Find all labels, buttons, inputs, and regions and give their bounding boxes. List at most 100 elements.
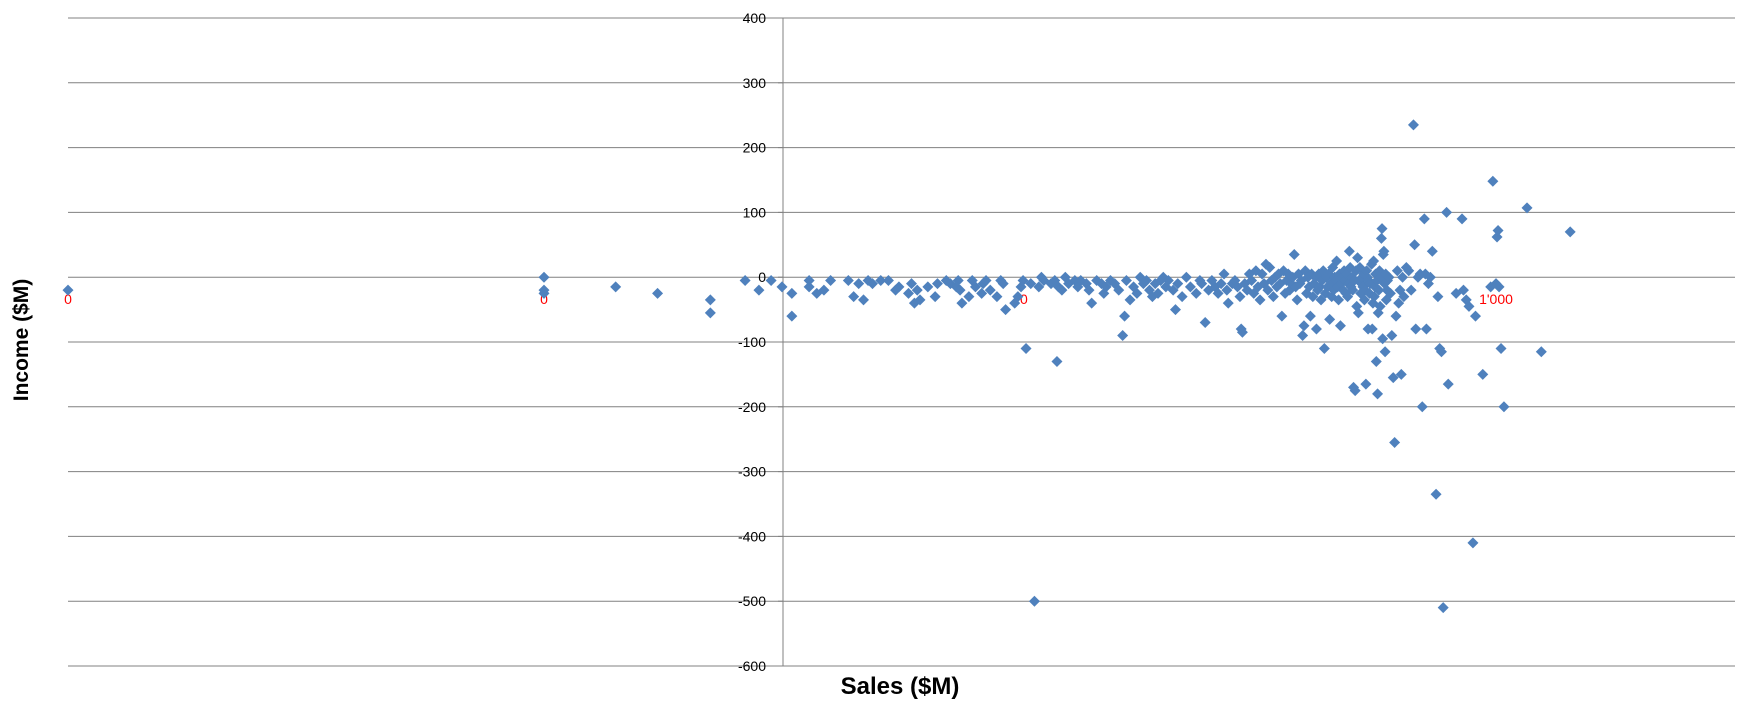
- data-point: [1199, 317, 1211, 329]
- data-point: [1393, 297, 1405, 309]
- data-point: [902, 287, 914, 299]
- data-point: [963, 291, 975, 303]
- x-tick-label: 0: [540, 291, 548, 307]
- data-point: [1310, 323, 1322, 335]
- data-point: [1246, 274, 1258, 286]
- data-point: [1379, 346, 1391, 358]
- data-point: [825, 274, 837, 286]
- data-point: [997, 278, 1009, 290]
- data-point: [1162, 274, 1174, 286]
- data-point: [1343, 245, 1355, 257]
- data-point: [704, 294, 716, 306]
- data-point: [1212, 287, 1224, 299]
- data-point: [1307, 291, 1319, 303]
- y-tick-label: -100: [738, 334, 766, 350]
- y-axis-title: Income ($M): [10, 279, 33, 402]
- data-point: [1119, 310, 1131, 322]
- data-point: [922, 281, 934, 293]
- data-point: [875, 274, 887, 286]
- data-point: [1352, 252, 1364, 264]
- data-point: [1342, 291, 1354, 303]
- data-point: [652, 287, 664, 299]
- data-point: [1152, 287, 1164, 299]
- data-point: [1360, 378, 1372, 390]
- data-point: [1025, 278, 1037, 290]
- data-point: [1318, 342, 1330, 354]
- data-point: [1398, 291, 1410, 303]
- data-point: [538, 271, 550, 283]
- data-point: [1383, 271, 1395, 283]
- data-point: [1221, 284, 1233, 296]
- data-point: [1276, 310, 1288, 322]
- data-point: [882, 274, 894, 286]
- data-point: [1262, 284, 1274, 296]
- data-point: [1051, 355, 1063, 367]
- data-point: [1083, 284, 1095, 296]
- data-point: [956, 297, 968, 309]
- data-point: [1535, 346, 1547, 358]
- data-point: [1467, 537, 1479, 549]
- data-point: [1386, 330, 1398, 342]
- data-point: [842, 274, 854, 286]
- y-tick-label: 400: [743, 10, 767, 26]
- data-point: [1298, 320, 1310, 332]
- data-point: [1169, 304, 1181, 316]
- data-point: [786, 287, 798, 299]
- data-point: [1430, 488, 1442, 500]
- data-point: [1033, 281, 1045, 293]
- y-tick-label: -400: [738, 528, 766, 544]
- data-point: [776, 281, 788, 293]
- data-point: [1352, 307, 1364, 319]
- data-point: [1056, 284, 1068, 296]
- data-point: [1424, 271, 1436, 283]
- data-point: [1124, 294, 1136, 306]
- data-points: [62, 119, 1576, 614]
- y-tick-label: 0: [758, 269, 766, 285]
- data-point: [1028, 595, 1040, 607]
- data-point: [1361, 265, 1373, 277]
- y-tick-labels: 400 300 200 100 0 -100 -200 -300 -400 -500 -600: [738, 10, 766, 674]
- data-point: [1376, 223, 1388, 235]
- y-tick-label: 100: [743, 204, 767, 220]
- data-point: [1403, 265, 1415, 277]
- data-point: [1218, 268, 1230, 280]
- data-point: [1375, 232, 1387, 244]
- data-point: [1456, 213, 1468, 225]
- data-point: [853, 278, 865, 290]
- data-point: [914, 294, 926, 306]
- data-point: [1333, 294, 1345, 306]
- x-tick-label: 1'000: [1479, 291, 1513, 307]
- data-point: [1409, 239, 1421, 251]
- data-point: [1442, 378, 1454, 390]
- y-tick-label: 200: [743, 140, 767, 156]
- data-point: [857, 294, 869, 306]
- data-point: [980, 274, 992, 286]
- data-point: [1020, 342, 1032, 354]
- y-tick-label: 300: [743, 75, 767, 91]
- data-point: [1492, 225, 1504, 237]
- data-point: [1390, 310, 1402, 322]
- data-point: [1368, 291, 1380, 303]
- data-point: [1493, 281, 1505, 293]
- data-point: [1397, 271, 1409, 283]
- data-point: [1389, 436, 1401, 448]
- data-point: [1372, 388, 1384, 400]
- data-point: [954, 284, 966, 296]
- data-point: [1368, 255, 1380, 267]
- data-point: [62, 284, 74, 296]
- data-point: [1410, 323, 1422, 335]
- data-point: [1370, 355, 1382, 367]
- data-point: [1297, 330, 1309, 342]
- data-point: [1304, 310, 1316, 322]
- data-point: [1172, 278, 1184, 290]
- data-point: [1469, 310, 1481, 322]
- data-point: [818, 284, 830, 296]
- data-point: [739, 274, 751, 286]
- data-point: [1437, 602, 1449, 614]
- data-point: [1358, 294, 1370, 306]
- x-tick-label: 0: [64, 291, 72, 307]
- data-point: [1373, 284, 1385, 296]
- data-point: [1184, 281, 1196, 293]
- data-point: [1331, 255, 1343, 267]
